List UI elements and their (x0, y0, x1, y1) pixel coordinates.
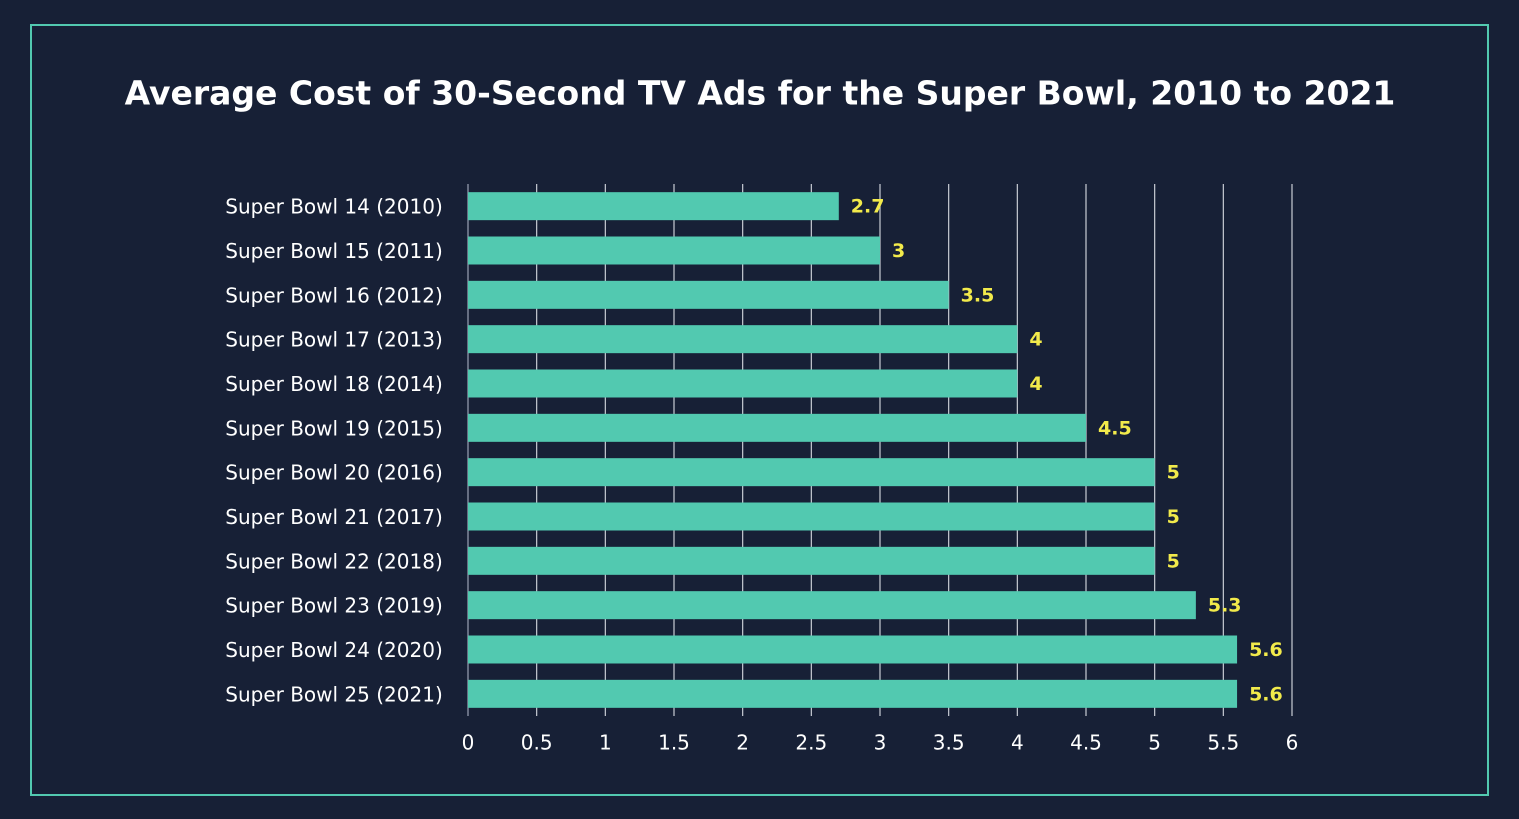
bar (468, 546, 1155, 575)
value-label: 5 (1167, 506, 1180, 528)
x-tick-label: 5.5 (1207, 731, 1239, 755)
bar (468, 280, 949, 309)
y-tick-label: Super Bowl 16 (2012) (225, 283, 443, 307)
x-tick-label: 2.5 (795, 731, 827, 755)
chart-title: Average Cost of 30-Second TV Ads for the… (125, 74, 1396, 113)
value-label: 5 (1167, 462, 1180, 484)
x-tick-label: 0 (462, 731, 475, 755)
y-tick-label: Super Bowl 24 (2020) (225, 638, 443, 662)
y-tick-label: Super Bowl 23 (2019) (225, 594, 443, 618)
frame (30, 24, 1489, 796)
y-tick-label: Super Bowl 18 (2014) (225, 372, 443, 396)
y-tick-label: Super Bowl 21 (2017) (225, 505, 443, 529)
y-tick-label: Super Bowl 15 (2011) (225, 239, 443, 263)
y-tick-label: Super Bowl 17 (2013) (225, 328, 443, 352)
bar (468, 236, 880, 265)
bar (468, 635, 1238, 664)
bar (468, 413, 1086, 442)
bar (468, 458, 1155, 487)
x-tick-label: 4.5 (1070, 731, 1102, 755)
x-tick-label: 3.5 (933, 731, 965, 755)
value-label: 5.3 (1208, 595, 1242, 617)
x-tick-label: 4 (1011, 731, 1024, 755)
value-label: 3 (892, 240, 905, 262)
y-tick-label: Super Bowl 20 (2016) (225, 461, 443, 485)
value-label: 4 (1029, 329, 1042, 351)
value-label: 5.6 (1249, 683, 1283, 705)
x-tick-label: 2 (736, 731, 749, 755)
value-label: 4 (1029, 373, 1042, 395)
bar (468, 591, 1196, 620)
bar (468, 325, 1018, 354)
y-tick-label: Super Bowl 25 (2021) (225, 682, 443, 706)
value-label: 3.5 (961, 284, 995, 306)
value-label: 5 (1167, 550, 1180, 572)
x-tick-label: 0.5 (521, 731, 553, 755)
x-tick-label: 6 (1286, 731, 1299, 755)
value-label: 2.7 (851, 196, 885, 218)
bar (468, 679, 1238, 708)
x-tick-label: 5 (1148, 731, 1161, 755)
bar (468, 192, 839, 221)
x-tick-label: 1 (599, 731, 612, 755)
x-tick-label: 3 (874, 731, 887, 755)
bar (468, 502, 1155, 531)
bar (468, 369, 1018, 398)
y-tick-label: Super Bowl 19 (2015) (225, 416, 443, 440)
x-tick-label: 1.5 (658, 731, 690, 755)
y-tick-label: Super Bowl 22 (2018) (225, 549, 443, 573)
value-label: 4.5 (1098, 417, 1132, 439)
y-tick-label: Super Bowl 14 (2010) (225, 195, 443, 219)
value-label: 5.6 (1249, 639, 1283, 661)
